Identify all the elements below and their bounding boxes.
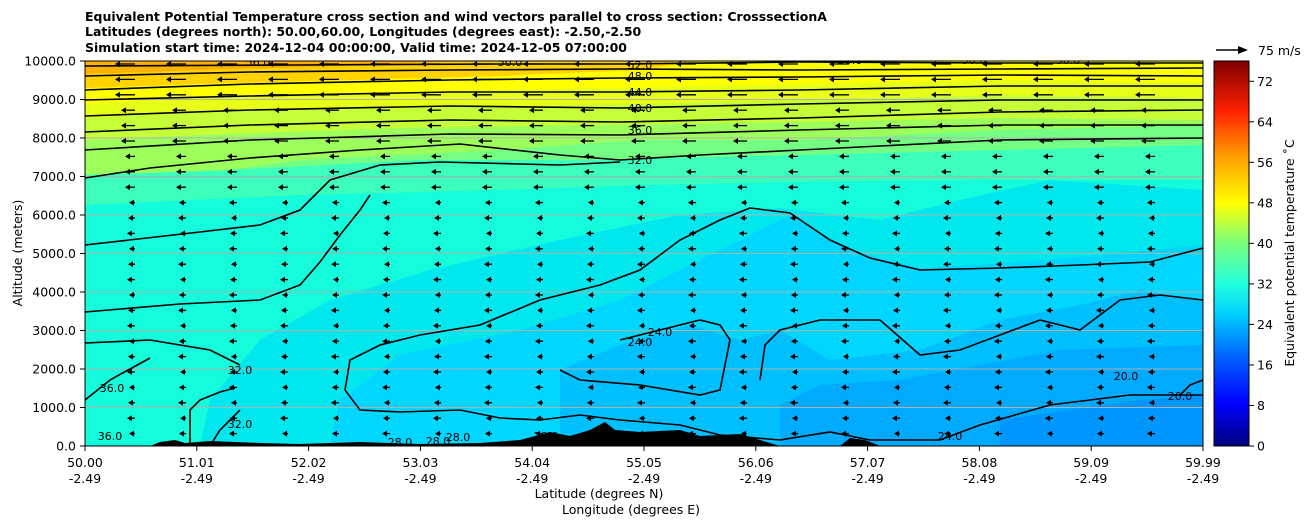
contour-label: 20.0 (1114, 370, 1139, 383)
y-tick-label: 0.0 (56, 439, 76, 454)
x-tick-lat: 50.00 (67, 455, 103, 470)
x-tick-lat: 56.06 (738, 455, 774, 470)
chart-title-line-1: Equivalent Potential Temperature cross s… (85, 9, 827, 24)
contour-label: 50.0 (1056, 54, 1081, 67)
colorbar-gradient (1213, 60, 1250, 447)
contour-label: 24.0 (648, 326, 673, 339)
colorbar-label: Equivalent potential temperature ˚C (1282, 139, 1297, 367)
y-tick-label: 6000.0 (32, 208, 76, 223)
chart-title-line-3: Simulation start time: 2024-12-04 00:00:… (85, 40, 627, 55)
chart-title-line-2: Latitudes (degrees north): 50.00,60.00, … (85, 24, 642, 39)
y-tick-label: 1000.0 (32, 400, 76, 415)
contour-label: 56.0 (246, 56, 271, 69)
x-tick-lat: 55.05 (626, 455, 662, 470)
contour-label: 24.0 (628, 336, 653, 349)
x-tick-lat: 52.02 (291, 455, 327, 470)
wind-vectors (115, 61, 1155, 437)
y-tick-label: 2000.0 (32, 362, 76, 377)
x-tick-lat: 53.03 (403, 455, 439, 470)
x-tick-lat: 51.01 (179, 455, 215, 470)
contour-lines (85, 61, 1203, 446)
contour-label: 50.0 (498, 56, 523, 69)
contour-label: 36.0 (100, 382, 125, 395)
x-tick-lat: 54.04 (514, 455, 550, 470)
x-tick-lon: -2.49 (963, 471, 995, 486)
y-tick-label: 3000.0 (32, 323, 76, 338)
colorbar-tick-label: 24 (1257, 317, 1273, 332)
x-axis-label-longitude: Longitude (degrees E) (562, 502, 700, 517)
x-tick-lat: 59.09 (1073, 455, 1109, 470)
contour-label: 50.0 (962, 54, 987, 67)
contour-labels: 56.0 50.0 52.048.044.040.036.032.024.024.0… (98, 54, 1193, 449)
y-axis-label: Altitude (meters) (10, 200, 25, 307)
contour-label: 48.0 (628, 70, 653, 83)
colorbar-tick-label: 8 (1257, 398, 1265, 413)
contour-label: 28.0 (426, 435, 451, 448)
x-axis-label-latitude: Latitude (degrees N) (535, 486, 664, 501)
x-tick-lat: 57.07 (850, 455, 886, 470)
colorbar-tick-label: 16 (1257, 357, 1273, 372)
x-tick-lon: -2.49 (292, 471, 324, 486)
colorbar-tick-label: 48 (1257, 195, 1273, 210)
colorbar-tick-label: 56 (1257, 155, 1273, 170)
colorbar-tick-label: 40 (1257, 236, 1273, 251)
x-tick-lon: -2.49 (851, 471, 883, 486)
colorbar-tick-label: 32 (1257, 276, 1273, 291)
y-tick-label: 9000.0 (32, 92, 76, 107)
x-tick-lon: -2.49 (1075, 471, 1107, 486)
x-tick-lon: -2.49 (404, 471, 436, 486)
contour-label: 20.0 (1168, 390, 1193, 403)
x-tick-lon: -2.49 (516, 471, 548, 486)
colorbar-ticks: 0 8 16 24 32 40 48 56 64 72 (1249, 74, 1273, 454)
y-tick-label: 10000.0 (24, 54, 76, 69)
contour-label: 28.0 (446, 431, 471, 444)
colorbar-tick-label: 0 (1257, 439, 1265, 454)
colorbar-tick-label: 64 (1257, 114, 1273, 129)
x-tick-lat: 59.99 (1185, 455, 1221, 470)
contour-label: 28.0 (534, 430, 559, 443)
y-axis: 0.0 1000.0 2000.0 3000.0 4000.0 5000.0 6000.0 7… (24, 54, 85, 454)
y-tick-label: 5000.0 (32, 246, 76, 261)
terrain (85, 422, 880, 446)
plot-area: 56.0 50.0 52.048.044.040.036.032.024.024.0… (85, 54, 1203, 449)
y-tick-label: 4000.0 (32, 285, 76, 300)
contour-label: 28.0 (388, 436, 413, 449)
x-tick-lon: -2.49 (628, 471, 660, 486)
colorbar-tick-label: 72 (1257, 74, 1273, 89)
contour-label: 32.0 (628, 154, 653, 167)
gridlines (85, 99, 1203, 408)
y-tick-label: 7000.0 (32, 169, 76, 184)
contour-label: 32.0 (228, 364, 253, 377)
x-tick-lon: -2.49 (740, 471, 772, 486)
contour-label: 52.0 (628, 59, 653, 72)
contour-label: 32.0 (228, 418, 253, 431)
colorbar: 0 8 16 24 32 40 48 56 64 72 Equivalent potential … (1213, 60, 1297, 454)
contour-label: 44.0 (628, 86, 653, 99)
contour-label: 24.0 (938, 430, 963, 443)
y-tick-label: 8000.0 (32, 131, 76, 146)
x-axis: 50.00-2.4951.01-2.4952.02-2.4953.03-2.49… (67, 446, 1221, 486)
x-tick-lat: 58.08 (962, 455, 998, 470)
contour-label: 36.0 (98, 430, 123, 443)
contour-label: 40.0 (628, 102, 653, 115)
contour-label: 36.0 (628, 124, 653, 137)
x-tick-lon: -2.49 (69, 471, 101, 486)
quiver-key: 75 m/s (1216, 43, 1301, 58)
contour-label: 56.0 (838, 54, 863, 67)
x-tick-lon: -2.49 (1187, 471, 1219, 486)
quiver-key-label: 75 m/s (1258, 43, 1301, 58)
x-tick-lon: -2.49 (181, 471, 213, 486)
